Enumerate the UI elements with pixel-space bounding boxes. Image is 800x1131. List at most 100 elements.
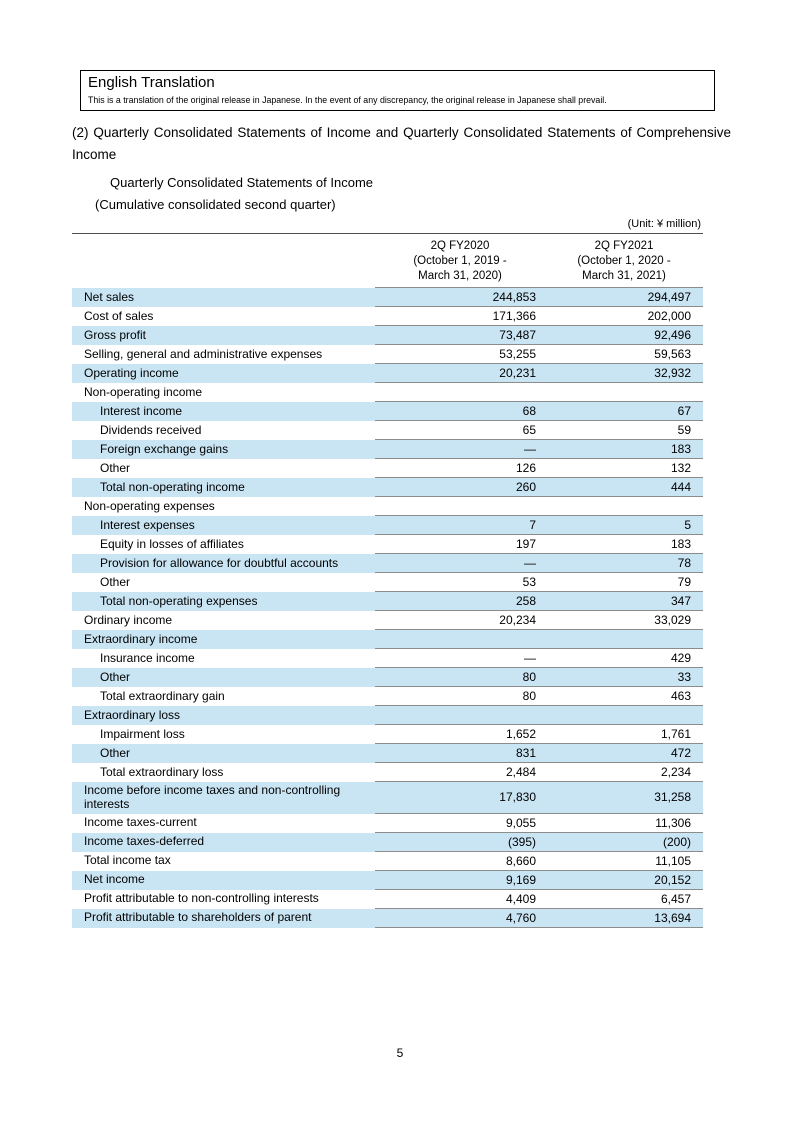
- value-fy2021: 463: [545, 687, 703, 707]
- row-label: Insurance income: [100, 650, 195, 665]
- table-row: Total non-operating income 260 444: [72, 478, 703, 498]
- statement-subtitle: (Cumulative consolidated second quarter): [95, 196, 336, 212]
- table-row: Operating income 20,231 32,932: [72, 364, 703, 384]
- row-label: Operating income: [84, 365, 179, 380]
- value-fy2020: 9,169: [375, 871, 545, 890]
- value-fy2021: 429: [545, 649, 703, 669]
- table-row: Other 53 79: [72, 573, 703, 593]
- row-label: Extraordinary income: [84, 631, 198, 646]
- value-fy2021: 202,000: [545, 307, 703, 327]
- row-label: Income before income taxes and non-contr…: [84, 783, 341, 811]
- row-label: Total extraordinary gain: [100, 688, 225, 703]
- value-fy2021: 294,497: [545, 288, 703, 308]
- value-fy2021: (200): [545, 833, 703, 852]
- value-fy2021: 347: [545, 592, 703, 612]
- value-fy2020: 2,484: [375, 763, 545, 783]
- value-fy2021: [545, 706, 703, 726]
- income-statement-rows: Net sales 244,853 294,497 Cost of sales 171,…: [72, 288, 703, 928]
- table-row: Extraordinary income: [72, 630, 703, 650]
- row-label: Total extraordinary loss: [100, 764, 224, 779]
- value-fy2021: 11,306: [545, 814, 703, 833]
- value-fy2021: 444: [545, 478, 703, 498]
- row-label: Profit attributable to shareholders of p…: [84, 910, 312, 925]
- row-label: Other: [100, 669, 131, 684]
- row-label: Impairment loss: [100, 726, 185, 741]
- row-label: Non-operating expenses: [84, 498, 215, 513]
- value-fy2021: 78: [545, 554, 703, 574]
- table-row: Foreign exchange gains —183: [72, 440, 703, 460]
- value-fy2020: 7: [375, 516, 545, 536]
- value-fy2020: 4,760: [375, 909, 545, 928]
- row-label: Ordinary income: [84, 612, 173, 627]
- table-row: Selling, general and administrative expe…: [72, 345, 703, 365]
- table-row: Interest expenses 7 5: [72, 516, 703, 536]
- table-header-row: 2Q FY2020 (October 1, 2019 - March 31, 2…: [72, 234, 703, 289]
- value-fy2021: 31,258: [545, 782, 703, 814]
- translation-title: English Translation: [88, 74, 215, 91]
- value-fy2021: 183: [545, 440, 703, 460]
- row-label: Other: [100, 460, 131, 475]
- header-label-spacer: [72, 234, 375, 289]
- row-label: Income taxes-current: [84, 815, 197, 830]
- value-fy2020: 53: [375, 573, 545, 593]
- value-fy2021: 33: [545, 668, 703, 688]
- header-col-period-line2: March 31, 2020): [418, 269, 502, 282]
- value-fy2020: 68: [375, 402, 545, 422]
- value-fy2021: 59,563: [545, 345, 703, 365]
- value-fy2021: 2,234: [545, 763, 703, 783]
- row-label: Selling, general and administrative expe…: [84, 346, 323, 361]
- section-heading: (2) Quarterly Consolidated Statements of…: [72, 125, 731, 163]
- value-fy2020: (395): [375, 833, 545, 852]
- row-label: Gross profit: [84, 327, 147, 342]
- table-row: Non-operating income: [72, 383, 703, 403]
- table-row: Non-operating expenses: [72, 497, 703, 517]
- value-fy2021: [545, 497, 703, 517]
- value-fy2020: [375, 706, 545, 726]
- table-row: Other 126 132: [72, 459, 703, 479]
- value-fy2021: 13,694: [545, 909, 703, 928]
- table-row: Total income tax 8,660 11,105: [72, 852, 703, 871]
- table-row: Other 80 33: [72, 668, 703, 688]
- value-fy2021: 32,932: [545, 364, 703, 384]
- header-col-fy2021: 2Q FY2021 (October 1, 2020 - March 31, 2…: [545, 234, 703, 289]
- value-fy2021: [545, 383, 703, 403]
- value-fy2020: 831: [375, 744, 545, 764]
- value-fy2020: 1,652: [375, 725, 545, 745]
- value-fy2021: 6,457: [545, 890, 703, 909]
- table-row: Extraordinary loss: [72, 706, 703, 726]
- table-row: Other 831 472: [72, 744, 703, 764]
- header-col-title: 2Q FY2020: [430, 239, 490, 252]
- table-row: Income taxes-current 9,055 11,306: [72, 814, 703, 833]
- value-fy2021: 183: [545, 535, 703, 555]
- value-fy2020: [375, 630, 545, 650]
- value-fy2020: —: [375, 440, 545, 460]
- table-row: Cost of sales 171,366 202,000: [72, 307, 703, 327]
- value-fy2021: 92,496: [545, 326, 703, 346]
- row-label: Total non-operating income: [100, 479, 245, 494]
- value-fy2020: —: [375, 554, 545, 574]
- value-fy2020: 4,409: [375, 890, 545, 909]
- row-label: Interest income: [100, 403, 183, 418]
- row-label: Foreign exchange gains: [100, 441, 229, 456]
- table-row: Insurance income —429: [72, 649, 703, 669]
- value-fy2021: 33,029: [545, 611, 703, 631]
- table-row: Net income 9,169 20,152: [72, 870, 703, 890]
- value-fy2021: 59: [545, 421, 703, 441]
- row-label: Extraordinary loss: [84, 707, 181, 722]
- header-col-period-line1: (October 1, 2020 -: [577, 254, 671, 267]
- row-label: Total income tax: [84, 853, 171, 868]
- value-fy2020: 258: [375, 592, 545, 612]
- value-fy2020: 9,055: [375, 814, 545, 833]
- table-row: Impairment loss 1,652 1,761: [72, 725, 703, 745]
- table-row: Total extraordinary loss 2,484 2,234: [72, 763, 703, 783]
- row-label: Profit attributable to non-controlling i…: [84, 891, 319, 906]
- table-row: Profit attributable to shareholders of p…: [72, 908, 703, 928]
- table-row: Income taxes-deferred (395) (200): [72, 832, 703, 852]
- value-fy2020: 80: [375, 668, 545, 688]
- table-row: Profit attributable to non-controlling i…: [72, 890, 703, 909]
- value-fy2020: 53,255: [375, 345, 545, 365]
- row-label: Cost of sales: [84, 308, 154, 323]
- value-fy2021: 11,105: [545, 852, 703, 871]
- header-col-fy2020: 2Q FY2020 (October 1, 2019 - March 31, 2…: [375, 234, 545, 289]
- row-label: Other: [100, 574, 131, 589]
